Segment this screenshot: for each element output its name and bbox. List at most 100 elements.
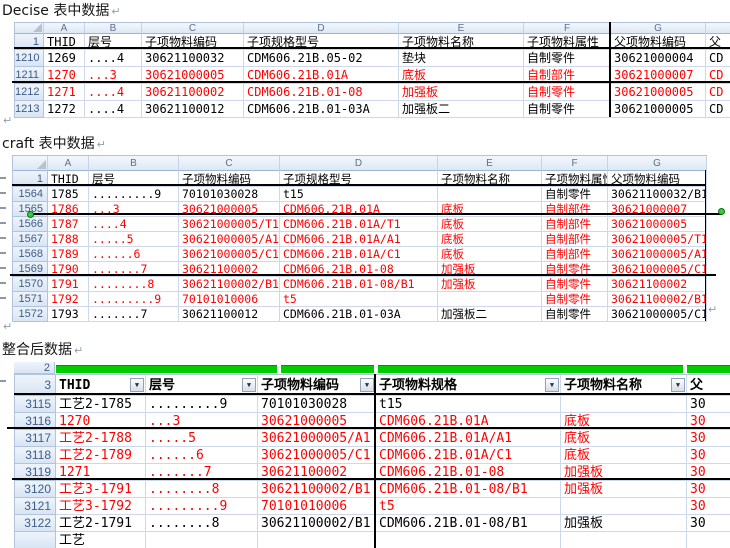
row-number[interactable]: 1211 [15,67,44,84]
cell[interactable]: 底板 [561,413,687,430]
column-letter[interactable] [706,23,730,34]
cell[interactable]: ...3 [146,413,258,430]
row-number[interactable]: 1564 [13,187,48,202]
cell[interactable]: 自制部件 [524,67,611,84]
cell[interactable]: 自制零件 [524,101,611,118]
cell[interactable]: 1791 [48,277,89,292]
cell[interactable]: .....5 [89,232,179,247]
cell[interactable]: 工艺2-1788 [56,430,146,447]
cell[interactable]: 1270 [44,67,85,84]
cell[interactable]: 底板 [399,67,524,84]
cell[interactable]: 底板 [438,247,542,262]
cell[interactable]: CDM606.21B.01-08/B1 [280,277,438,292]
cell[interactable]: 30 [687,515,730,532]
cell[interactable]: 1787 [48,217,89,232]
cell[interactable] [146,532,258,548]
cell[interactable]: 30621100002 [179,262,280,277]
row-number[interactable]: 1213 [15,101,44,118]
cell[interactable]: ....4 [85,101,142,118]
column-header[interactable]: THID [44,34,85,50]
cell[interactable]: 30621000005/T1 [179,217,280,232]
cell[interactable]: 加强板二 [438,307,542,322]
cell[interactable]: CDM606.21B.01A [376,413,561,430]
row-number[interactable]: 1 [13,171,48,187]
column-letter[interactable]: F [542,156,608,171]
cell[interactable]: .........9 [89,292,179,307]
row-number[interactable]: 3120 [15,481,56,498]
cell[interactable]: 加强板二 [399,101,524,118]
cell[interactable]: 1790 [48,262,89,277]
row-number[interactable]: 1212 [15,84,44,101]
cell[interactable]: CDM606.21B.05-02 [244,50,399,67]
cell[interactable]: CDM606.21B.01A/A1 [376,430,561,447]
row-number[interactable]: 3115 [15,396,56,413]
cell[interactable]: 30621100002 [142,84,244,101]
cell[interactable] [376,532,561,548]
cell[interactable]: 加强板 [438,262,542,277]
cell[interactable]: 30621000005 [608,217,707,232]
cell[interactable]: 自制部件 [542,232,608,247]
row-number[interactable]: 3122 [15,515,56,532]
cell[interactable]: 30621100002/B1 [608,292,707,307]
drawn-line[interactable] [10,274,716,276]
cell[interactable]: 1793 [48,307,89,322]
row-number[interactable]: 1210 [15,50,44,67]
filter-dropdown-button[interactable]: ▼ [130,378,144,392]
column-letter[interactable]: G [608,156,707,171]
cell[interactable]: 30 [687,481,730,498]
cell[interactable]: 工艺2-1791 [56,515,146,532]
column-header[interactable]: 子项物料名称 [399,34,524,50]
select-all-corner[interactable] [15,23,44,34]
filter-dropdown-button[interactable]: ▼ [242,378,256,392]
cell[interactable]: 30 [687,447,730,464]
cell[interactable]: 1788 [48,232,89,247]
column-letter[interactable]: G [611,23,706,34]
cell[interactable]: .......7 [89,262,179,277]
filter-dropdown-button[interactable]: ▼ [545,378,559,392]
line-handle-left[interactable] [27,211,34,218]
cell[interactable]: 底板 [561,430,687,447]
cell[interactable]: 1789 [48,247,89,262]
cell[interactable]: 自制部件 [542,247,608,262]
cell[interactable]: 70101010006 [258,498,376,515]
cell[interactable]: 30621000004 [611,50,706,67]
row-number[interactable]: 3 [15,375,56,396]
cell[interactable]: 30621000005 [611,101,706,118]
cell[interactable]: 自制零件 [542,277,608,292]
column-letter[interactable]: A [44,23,85,34]
cell[interactable]: 30 [687,396,730,413]
column-header[interactable]: 子项规格型号 [280,171,438,187]
cell[interactable]: CDM606.21B.01-03A [244,101,399,118]
cell[interactable]: 30621000005/T1 [608,232,707,247]
row-number[interactable]: 3118 [15,447,56,464]
cell[interactable]: 自制零件 [542,187,608,202]
cell[interactable] [561,532,687,548]
filter-dropdown-button[interactable]: ▼ [360,378,374,392]
column-header[interactable]: 子项物料属性 [524,34,611,50]
cell[interactable]: 30621100032 [142,50,244,67]
cell[interactable]: t15 [280,187,438,202]
column-header[interactable]: 父项物料编码 [608,171,707,187]
filter-dropdown-button[interactable]: ▼ [671,378,685,392]
cell[interactable]: CDM606.21B.01-08 [280,262,438,277]
cell[interactable]: ....4 [85,84,142,101]
cell[interactable]: 30621000005/A1 [258,430,376,447]
cell[interactable]: 加强板 [399,84,524,101]
column-letter[interactable]: A [48,156,89,171]
cell[interactable]: 70101030028 [179,187,280,202]
row-number[interactable]: 1568 [13,247,48,262]
column-header[interactable]: 子项物料编码 ▼ [258,375,376,396]
cell[interactable]: 70101010006 [179,292,280,307]
cell[interactable] [258,532,376,548]
cell[interactable]: 30621000005/C1 [608,307,707,322]
row-number[interactable]: 1569 [13,262,48,277]
cell[interactable]: 30621000005/C1 [179,247,280,262]
cell[interactable]: 30 [687,464,730,481]
row-number[interactable]: 1572 [13,307,48,322]
cell[interactable]: CDM606.21B.01A/C1 [376,447,561,464]
cell[interactable] [561,396,687,413]
column-header[interactable]: 子项物料编码 [179,171,280,187]
cell[interactable]: CDM606.21B.01A/T1 [280,217,438,232]
cell[interactable]: 加强板 [561,515,687,532]
column-letter[interactable]: B [89,156,179,171]
